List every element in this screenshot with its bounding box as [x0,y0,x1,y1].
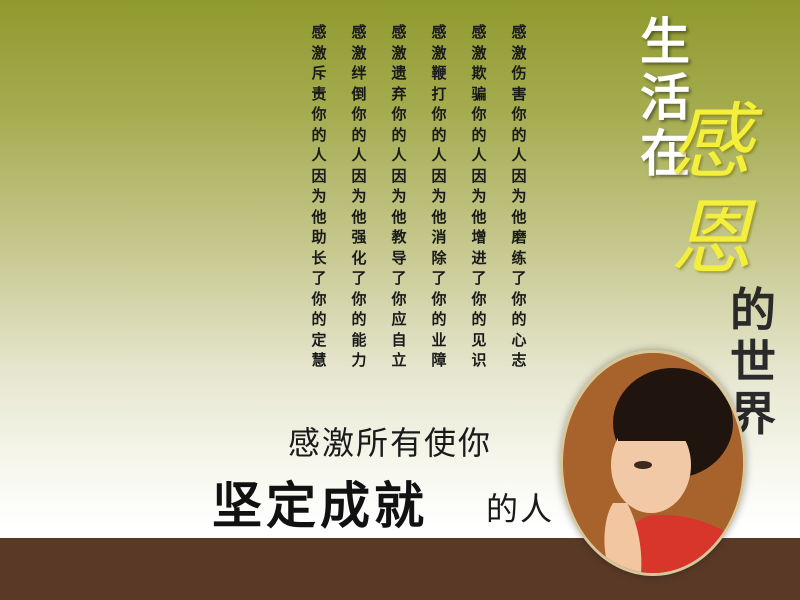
eye-shape [634,461,652,469]
poem-column-6: 感激斥责你的人因为他助长了你的定慧 [311,23,327,369]
poem-column-5: 感激绊倒你的人因为他强化了你的能力 [351,23,367,369]
slogan-tail: 的人 [486,490,555,528]
poem: 感激伤害你的人因为他磨练了你的心志 感激欺骗你的人因为他增进了你的见识 感激鞭打… [300,22,540,392]
slogan-line1: 感激所有使你 [288,424,493,462]
poem-column-4: 感激遗弃你的人因为他教导了你应自立 [391,23,407,369]
title-line1: 生活在 [640,13,690,183]
child-praying-photo [560,350,746,576]
child-praying-illustration [563,353,743,573]
title-big-en: 恩 [670,191,752,286]
poem-column-2: 感激欺骗你的人因为他增进了你的见识 [471,23,487,369]
praying-hands-shape [604,503,642,573]
poem-column-3: 感激鞭打你的人因为他消除了你的业障 [431,23,447,369]
title-big-gan: 感 [670,95,752,190]
poem-column-1: 感激伤害你的人因为他磨练了你的心志 [511,23,527,369]
bangs-shape [618,405,708,441]
slogan-bold: 坚定成就 [212,477,428,535]
